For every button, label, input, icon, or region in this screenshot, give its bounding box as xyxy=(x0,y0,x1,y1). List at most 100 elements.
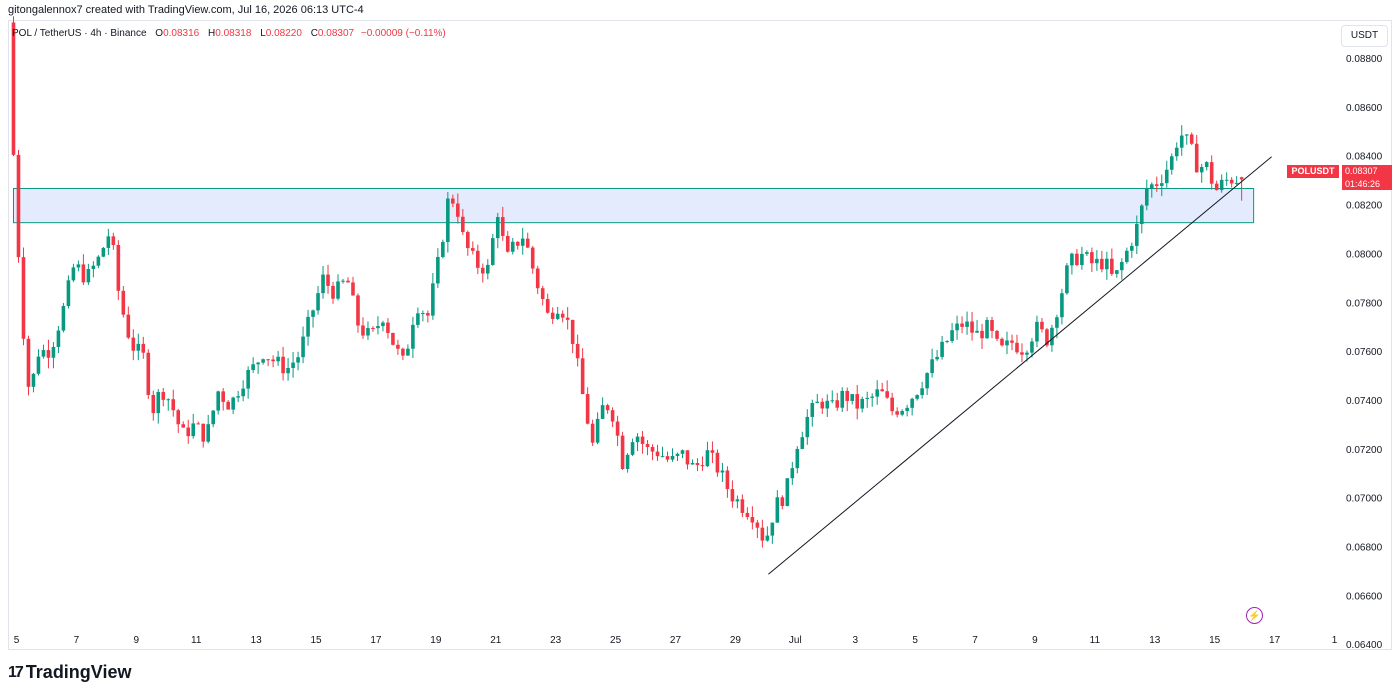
legend-low-label: L xyxy=(260,28,266,39)
y-tick-label: 0.08800 xyxy=(1346,54,1383,65)
candle-body xyxy=(276,356,280,362)
x-tick-label: 11 xyxy=(191,635,202,646)
candle-body xyxy=(500,217,505,236)
candle-body xyxy=(760,527,765,541)
candle-body xyxy=(31,373,36,387)
candle-body xyxy=(316,293,320,311)
candle-body xyxy=(650,447,655,452)
candle-body xyxy=(1105,258,1109,270)
candle-body xyxy=(186,427,191,437)
candle-body xyxy=(296,357,300,363)
legend-open: 0.08316 xyxy=(163,28,200,39)
x-tick-label: 9 xyxy=(134,635,140,646)
candle-body xyxy=(1070,253,1074,266)
candle-body xyxy=(1080,253,1084,266)
candle-body xyxy=(980,330,984,339)
candle-body xyxy=(970,321,974,333)
currency-button[interactable]: USDT xyxy=(1341,25,1388,47)
candle-body xyxy=(91,265,96,270)
y-axis: 0.08800 0.08600 0.08400 0.08200 0.08000 0.078… xyxy=(1346,54,1383,651)
resistance-zone xyxy=(12,187,1255,224)
candle-body xyxy=(131,337,136,351)
candle-body xyxy=(416,313,420,325)
candle-body xyxy=(570,319,575,344)
candle-body xyxy=(111,236,116,246)
candle-body xyxy=(755,522,760,528)
candle-body xyxy=(1239,177,1244,180)
y-tick-label: 0.07600 xyxy=(1346,347,1383,358)
candle-body xyxy=(1055,317,1059,328)
candle-body xyxy=(1229,179,1234,184)
candle-body xyxy=(930,359,934,374)
candle-body xyxy=(515,241,520,246)
candle-body xyxy=(665,456,670,460)
candle-body xyxy=(171,399,176,411)
candle-body xyxy=(1040,321,1044,330)
lightning-icon[interactable]: ⚡ xyxy=(1246,607,1263,624)
candle-body xyxy=(236,396,240,398)
y-tick-label: 0.06400 xyxy=(1346,640,1383,651)
tradingview-logo[interactable]: 17 TradingView xyxy=(8,662,132,683)
x-tick-label: 5 xyxy=(14,635,20,646)
candle-body xyxy=(560,313,565,318)
legend-change: −0.00009 (−0.11%) xyxy=(360,28,446,39)
x-tick-label: 13 xyxy=(1149,635,1161,646)
candle-body xyxy=(191,423,196,437)
candle-body xyxy=(580,358,585,395)
candle-body xyxy=(1130,245,1134,251)
zone-layer xyxy=(12,187,1255,224)
candle-body xyxy=(216,391,220,411)
candle-body xyxy=(1184,134,1189,136)
candle-body xyxy=(825,400,830,409)
candle-body xyxy=(720,470,725,473)
candle-body xyxy=(490,238,495,265)
candle-body xyxy=(1030,341,1034,353)
candle-body xyxy=(780,497,785,507)
x-tick-label: 15 xyxy=(310,635,322,646)
candle-body xyxy=(271,359,275,362)
candle-body xyxy=(745,512,750,518)
candle-body xyxy=(625,454,630,469)
candle-body xyxy=(161,391,166,400)
candle-body xyxy=(56,330,61,347)
candle-body xyxy=(575,343,580,359)
legend-symbol: POL / TetherUS · 4h · Binance xyxy=(12,28,147,39)
candle-body xyxy=(995,330,999,339)
candle-body xyxy=(710,450,715,453)
candle-body xyxy=(1065,265,1069,294)
x-axis: 5 7 9 11 13 15 17 19 21 23 25 27 29 Jul 3 5 7 9 11 13 15 17 1 xyxy=(14,635,1338,646)
candle-body xyxy=(590,423,595,443)
candle-body xyxy=(206,424,211,442)
candle-body xyxy=(201,423,206,442)
candle-body xyxy=(391,332,395,345)
candle-body xyxy=(1209,162,1214,184)
candle-body xyxy=(730,489,735,502)
candle-body xyxy=(565,317,570,320)
candle-body xyxy=(790,468,795,479)
candle-body xyxy=(1050,327,1054,346)
candle-body xyxy=(1075,253,1079,266)
candle-body xyxy=(895,411,899,415)
candle-body xyxy=(645,443,650,448)
candle-body xyxy=(690,463,695,465)
y-tick-label: 0.07400 xyxy=(1346,396,1383,407)
candle-body xyxy=(1189,134,1194,144)
candle-body xyxy=(845,390,850,401)
candle-body xyxy=(915,395,919,399)
candle-body xyxy=(855,394,860,409)
candle-body xyxy=(1169,156,1174,170)
tradingview-wordmark: TradingView xyxy=(25,662,132,682)
candle-body xyxy=(386,322,390,333)
candles-layer xyxy=(11,16,1244,548)
candle-body xyxy=(446,198,450,242)
candle-body xyxy=(910,398,914,408)
candle-body xyxy=(121,290,126,315)
candle-body xyxy=(81,264,86,283)
candle-body xyxy=(725,470,730,490)
candle-body xyxy=(176,410,181,425)
x-tick-label: Jul xyxy=(789,635,802,646)
candle-body xyxy=(830,400,835,402)
candle-body xyxy=(1110,258,1114,274)
candle-body xyxy=(1045,329,1049,346)
